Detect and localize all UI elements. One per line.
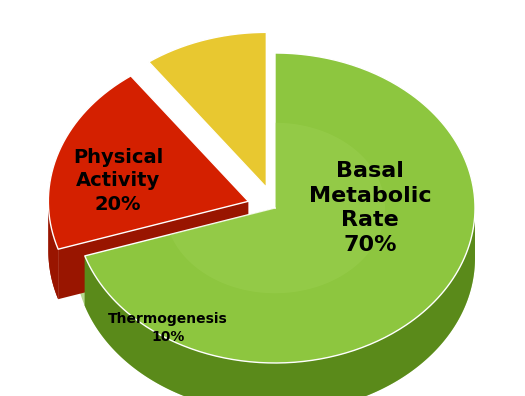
Polygon shape [85,208,275,306]
Text: Basal
Metabolic
Rate
70%: Basal Metabolic Rate 70% [309,161,432,255]
Text: Thermogenesis
10%: Thermogenesis 10% [108,312,228,344]
Polygon shape [85,208,475,396]
Polygon shape [48,201,58,299]
Polygon shape [48,202,58,299]
Polygon shape [171,123,385,293]
Polygon shape [149,32,266,187]
Polygon shape [85,53,475,363]
Text: Physical
Activity
20%: Physical Activity 20% [73,148,163,214]
Polygon shape [58,201,248,299]
Polygon shape [75,208,475,396]
Polygon shape [48,76,248,249]
